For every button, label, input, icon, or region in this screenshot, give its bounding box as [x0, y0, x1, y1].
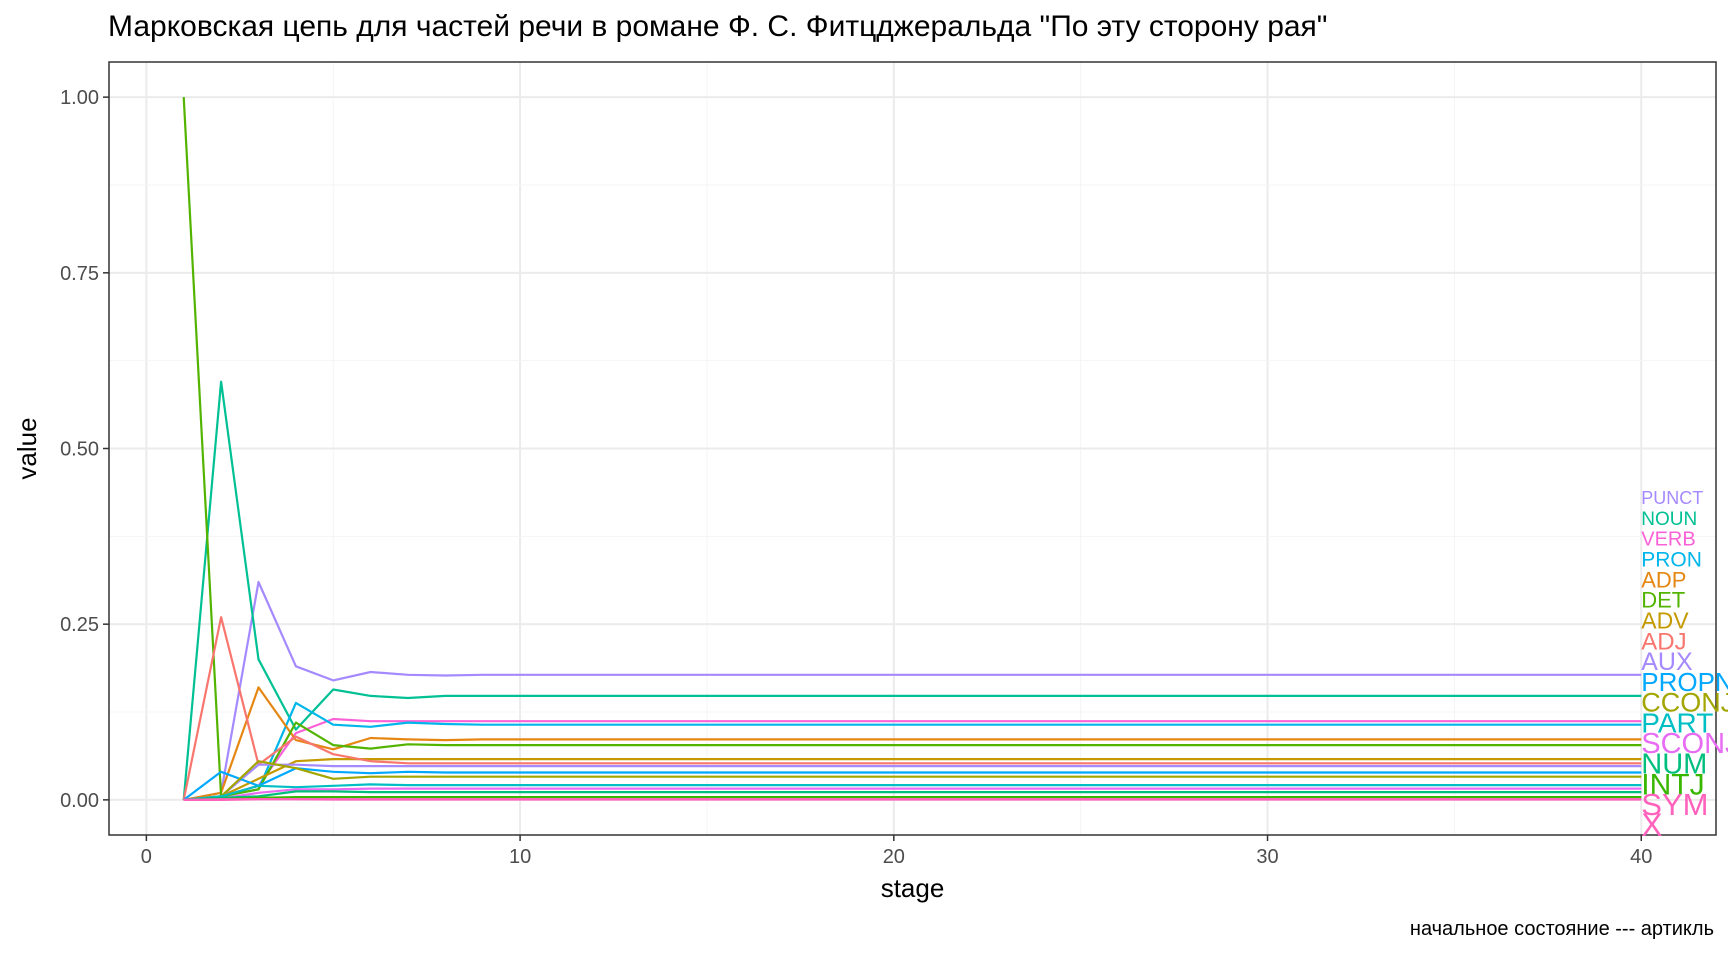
x-tick-label: 10 [509, 846, 531, 868]
series-label-propn: PROPN [1641, 667, 1728, 697]
chart-title: Марковская цепь для частей речи в романе… [108, 10, 1328, 43]
series-label-num: NUM [1641, 749, 1707, 781]
axis-ticks: 0 10 20 30 40 0.00 0.25 0.50 0.75 1.00 [60, 87, 1652, 868]
series-line-part [183, 783, 1642, 801]
series-label-noun: NOUN [1641, 509, 1697, 530]
y-tick-label: 1.00 [60, 87, 99, 109]
y-tick-label: 0.75 [60, 263, 99, 285]
series-line-num [183, 790, 1642, 801]
series-line-noun [182, 380, 1642, 800]
y-tick-label: 0.50 [60, 439, 99, 461]
series-label-det: DET [1641, 588, 1685, 613]
series-label-aux: AUX [1641, 648, 1693, 676]
series-label-adp: ADP [1641, 567, 1686, 592]
series-line-det [182, 97, 1642, 798]
series-label-punct: PUNCT [1641, 488, 1703, 508]
x-tick-label: 30 [1256, 846, 1278, 868]
series-line-cconj [183, 760, 1642, 801]
chart-caption: начальное состояние --- артикль [1409, 918, 1714, 940]
x-tick-label: 0 [141, 846, 152, 868]
series-label-x: X [1641, 807, 1662, 843]
x-axis-title: stage [881, 873, 945, 903]
series-label-sconj: SCONJ [1641, 728, 1728, 760]
series-line-sconj [183, 787, 1642, 801]
series-lines [182, 97, 1642, 802]
series-label-intj: INTJ [1641, 768, 1704, 801]
series-line-x [183, 798, 1642, 802]
series-end-labels: PUNCTNOUNVERBPRONADPDETADVADJAUXPROPNCCO… [1641, 488, 1728, 843]
series-line-aux [183, 763, 1642, 801]
series-line-adv [183, 757, 1642, 801]
series-label-adj: ADJ [1641, 628, 1686, 655]
x-tick-label: 40 [1630, 846, 1652, 868]
series-line-punct [183, 580, 1642, 801]
x-tick-label: 20 [883, 846, 905, 868]
y-tick-label: 0.00 [60, 790, 99, 812]
series-label-sym: SYM [1641, 787, 1708, 822]
series-line-adj [182, 616, 1642, 801]
series-line-propn [183, 767, 1642, 801]
series-label-pron: PRON [1641, 549, 1702, 572]
y-axis-title: value [12, 417, 42, 479]
series-label-part: PART [1641, 707, 1713, 738]
series-label-verb: VERB [1641, 529, 1695, 551]
series-label-cconj: CCONJ [1641, 688, 1728, 718]
y-tick-label: 0.25 [60, 614, 99, 636]
series-label-adv: ADV [1641, 608, 1689, 634]
series-line-adp [183, 686, 1642, 801]
